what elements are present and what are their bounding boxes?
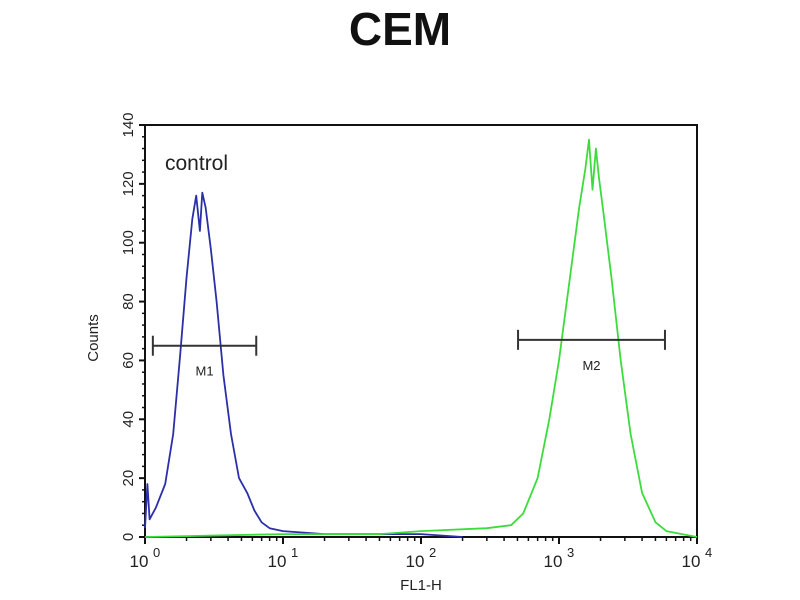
x-tick-exponent: 4 [705,545,712,560]
x-tick-label: 10 [406,552,425,571]
x-tick-label: 10 [130,552,149,571]
y-tick-label: 20 [120,470,137,487]
gate-m1-label: M1 [196,364,214,379]
y-axis-label: Counts [85,314,102,362]
x-tick-exponent: 1 [291,545,298,560]
y-tick-label: 40 [120,411,137,428]
x-tick-exponent: 2 [429,545,436,560]
control-label: control [165,152,228,175]
y-tick-label: 0 [120,533,137,541]
x-tick-exponent: 0 [153,545,160,560]
x-tick-label: 10 [544,552,563,571]
sample-histogram [144,138,698,538]
y-tick-label: 100 [120,230,137,255]
x-axis-label: FL1-H [400,577,442,594]
y-tick-label: 80 [120,293,137,310]
x-tick-exponent: 3 [567,545,574,560]
x-tick-label: 10 [682,552,701,571]
x-tick-label: 10 [268,552,287,571]
chart-title: CEM [348,3,452,55]
control-histogram [144,191,463,538]
plot-frame [144,124,698,538]
y-tick-label: 120 [120,171,137,196]
gate-m2-label: M2 [582,358,600,373]
y-tick-label: 140 [120,112,137,137]
y-tick-label: 60 [120,352,137,369]
